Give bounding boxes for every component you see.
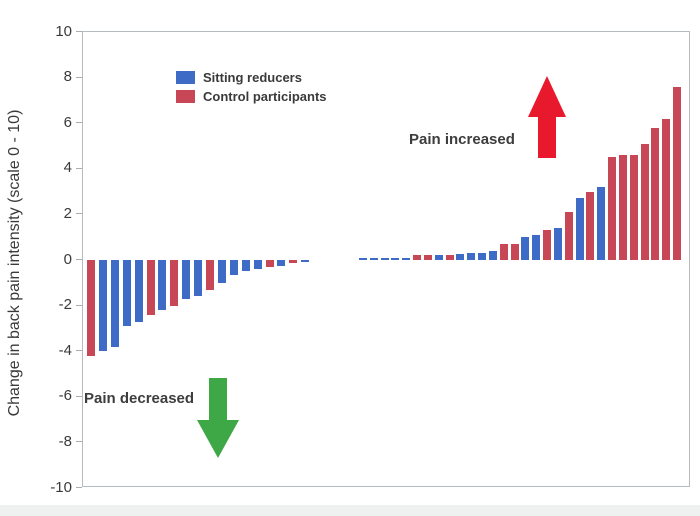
bar	[586, 192, 594, 260]
bar	[413, 255, 421, 260]
y-tick-mark	[76, 350, 82, 351]
bar	[630, 155, 638, 260]
y-tick-label: -8	[58, 433, 72, 450]
bar	[554, 228, 562, 260]
bar	[500, 244, 508, 260]
bar	[662, 119, 670, 260]
legend-swatch-control-participants	[176, 90, 195, 103]
legend-label-control-participants: Control participants	[203, 89, 327, 104]
bar	[641, 144, 649, 260]
bar	[489, 251, 497, 260]
bar	[289, 260, 297, 263]
bar	[87, 260, 95, 356]
bar	[194, 260, 202, 296]
bar	[370, 258, 378, 260]
bar	[565, 212, 573, 260]
bar	[158, 260, 166, 310]
bar	[182, 260, 190, 299]
y-tick-label: 2	[63, 205, 72, 222]
bar	[135, 260, 143, 322]
pain-increased-up-arrow-icon	[528, 76, 566, 158]
bar	[467, 253, 475, 260]
y-axis-title: Change in back pain intensity (scale 0 -…	[6, 109, 23, 417]
bar	[456, 254, 464, 260]
bar	[277, 260, 285, 266]
y-tick-label: -10	[50, 479, 72, 496]
legend-swatch-sitting-reducers	[176, 71, 195, 84]
plot-area: Sitting reducers Control participants	[82, 31, 690, 487]
bar	[478, 253, 486, 260]
bar	[111, 260, 119, 347]
y-tick-mark	[76, 213, 82, 214]
bar	[266, 260, 274, 267]
bar	[608, 157, 616, 260]
y-tick-mark	[76, 168, 82, 169]
y-tick-label: 0	[63, 251, 72, 268]
bar	[123, 260, 131, 326]
y-tick-mark	[76, 31, 82, 32]
bar	[242, 260, 250, 271]
annotation-pain-decreased: Pain decreased	[84, 390, 195, 407]
y-tick-label: 10	[55, 23, 72, 40]
bar	[170, 260, 178, 306]
bar	[673, 87, 681, 260]
bar	[576, 198, 584, 260]
bar	[511, 244, 519, 260]
legend-entry-control-participants: Control participants	[176, 89, 327, 104]
bar	[619, 155, 627, 260]
y-tick-label: 6	[63, 114, 72, 131]
y-tick-mark	[76, 305, 82, 306]
bar	[301, 260, 309, 262]
bar	[230, 260, 238, 275]
y-tick-label: 4	[63, 159, 72, 176]
bar	[99, 260, 107, 351]
y-tick-mark	[76, 396, 82, 397]
bar	[359, 258, 367, 260]
bar	[391, 258, 399, 260]
y-tick-label: -2	[58, 296, 72, 313]
bar	[435, 255, 443, 260]
bar	[206, 260, 214, 290]
y-tick-label: -4	[58, 342, 72, 359]
bar	[446, 255, 454, 260]
y-tick-mark	[76, 487, 82, 488]
bar	[597, 187, 605, 260]
legend: Sitting reducers Control participants	[176, 70, 327, 108]
bar	[147, 260, 155, 315]
y-tick-label: -6	[58, 387, 72, 404]
bar	[521, 237, 529, 260]
bar	[218, 260, 226, 283]
legend-entry-sitting-reducers: Sitting reducers	[176, 70, 327, 85]
annotation-pain-increased: Pain increased	[409, 131, 515, 148]
bar	[402, 258, 410, 260]
bar	[532, 235, 540, 260]
bar	[381, 258, 389, 260]
bottom-strip	[0, 505, 700, 516]
y-tick-label: 8	[63, 68, 72, 85]
y-tick-mark	[76, 259, 82, 260]
bar	[424, 255, 432, 260]
bar	[651, 128, 659, 260]
pain-decreased-down-arrow-icon	[197, 378, 239, 458]
y-tick-mark	[76, 441, 82, 442]
y-tick-mark	[76, 77, 82, 78]
legend-label-sitting-reducers: Sitting reducers	[203, 70, 302, 85]
y-tick-mark	[76, 122, 82, 123]
bar	[543, 230, 551, 260]
bar	[254, 260, 262, 269]
